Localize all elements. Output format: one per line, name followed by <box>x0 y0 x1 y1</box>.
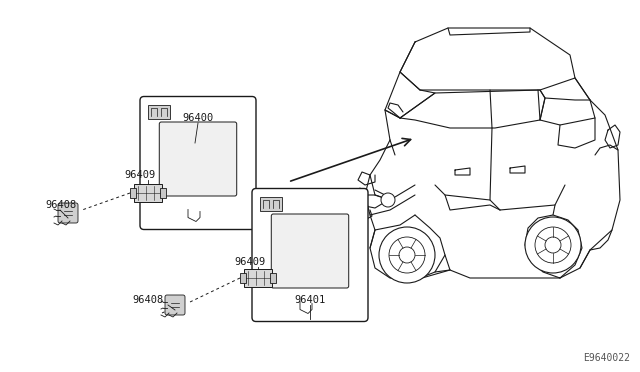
Text: 96408: 96408 <box>132 295 164 305</box>
Text: 96400: 96400 <box>182 113 214 123</box>
Text: 96408: 96408 <box>45 200 76 210</box>
FancyBboxPatch shape <box>271 214 349 288</box>
Circle shape <box>389 237 425 273</box>
Bar <box>130 188 136 198</box>
Bar <box>160 188 166 198</box>
Text: E9640022: E9640022 <box>583 353 630 363</box>
Text: 96409: 96409 <box>234 257 266 267</box>
FancyBboxPatch shape <box>165 295 185 315</box>
Bar <box>270 273 276 283</box>
Circle shape <box>379 227 435 283</box>
Bar <box>148 105 170 119</box>
Circle shape <box>399 247 415 263</box>
Bar <box>134 184 162 202</box>
Circle shape <box>535 227 571 263</box>
Bar <box>260 196 282 211</box>
Circle shape <box>381 193 395 207</box>
FancyBboxPatch shape <box>140 96 256 230</box>
Text: 96409: 96409 <box>124 170 156 180</box>
Bar <box>244 269 272 287</box>
FancyBboxPatch shape <box>159 122 237 196</box>
Circle shape <box>525 217 581 273</box>
Text: 96401: 96401 <box>294 295 326 305</box>
Circle shape <box>545 237 561 253</box>
Bar <box>240 273 246 283</box>
FancyBboxPatch shape <box>58 203 78 223</box>
FancyBboxPatch shape <box>252 189 368 321</box>
